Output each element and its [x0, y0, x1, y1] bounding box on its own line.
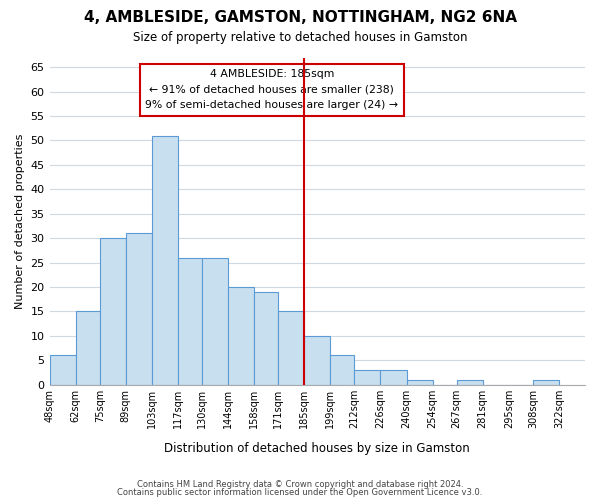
- Bar: [380, 370, 407, 384]
- Bar: [407, 380, 433, 384]
- Text: Size of property relative to detached houses in Gamston: Size of property relative to detached ho…: [133, 31, 467, 44]
- Text: 4 AMBLESIDE: 185sqm
← 91% of detached houses are smaller (238)
9% of semi-detach: 4 AMBLESIDE: 185sqm ← 91% of detached ho…: [145, 69, 398, 110]
- Bar: [457, 380, 483, 384]
- Bar: [533, 380, 559, 384]
- Bar: [50, 356, 76, 384]
- Bar: [330, 356, 355, 384]
- Bar: [202, 258, 228, 384]
- Bar: [152, 136, 178, 384]
- Bar: [355, 370, 380, 384]
- Y-axis label: Number of detached properties: Number of detached properties: [15, 134, 25, 308]
- Text: 4, AMBLESIDE, GAMSTON, NOTTINGHAM, NG2 6NA: 4, AMBLESIDE, GAMSTON, NOTTINGHAM, NG2 6…: [83, 10, 517, 25]
- Bar: [254, 292, 278, 384]
- Bar: [100, 238, 126, 384]
- Bar: [178, 258, 202, 384]
- Text: Contains public sector information licensed under the Open Government Licence v3: Contains public sector information licen…: [118, 488, 482, 497]
- Bar: [278, 312, 304, 384]
- Bar: [76, 312, 100, 384]
- X-axis label: Distribution of detached houses by size in Gamston: Distribution of detached houses by size …: [164, 442, 470, 455]
- Bar: [228, 287, 254, 384]
- Bar: [304, 336, 330, 384]
- Bar: [126, 233, 152, 384]
- Text: Contains HM Land Registry data © Crown copyright and database right 2024.: Contains HM Land Registry data © Crown c…: [137, 480, 463, 489]
